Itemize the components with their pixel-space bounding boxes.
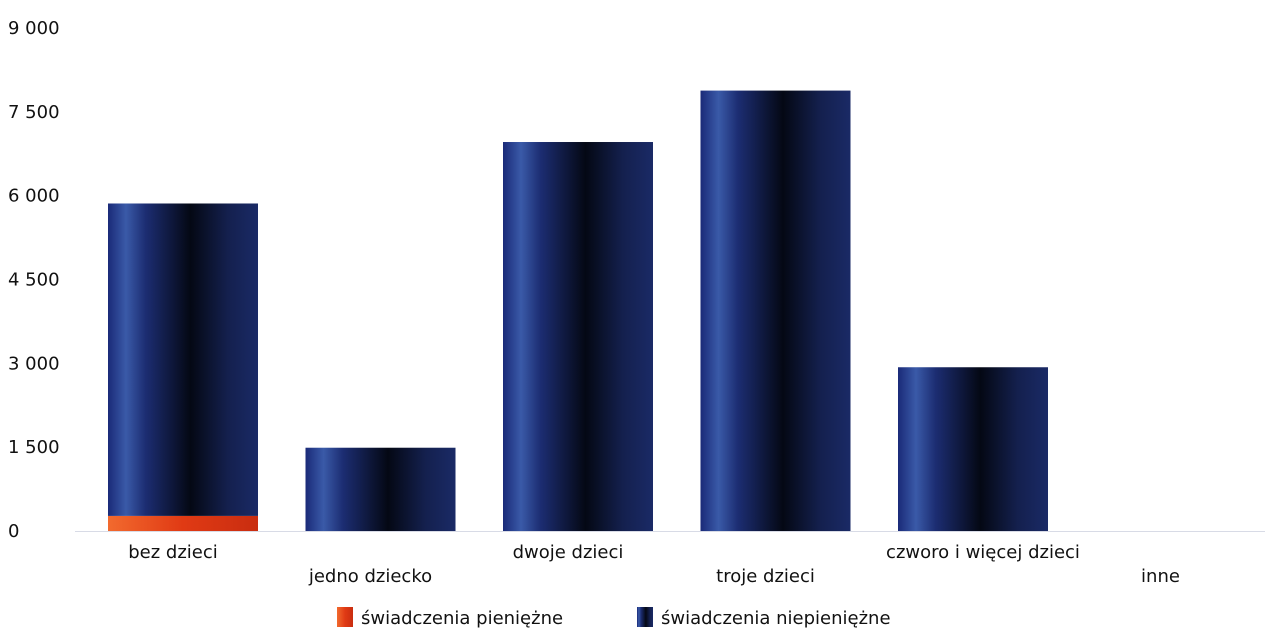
bar-niepieniezne-0 xyxy=(108,203,258,516)
bar-niepieniezne-4 xyxy=(898,367,1048,531)
legend-label-pieniezne: świadczenia pieniężne xyxy=(361,608,563,629)
x-category-label: bez dzieci xyxy=(128,542,218,563)
x-category-label: dwoje dzieci xyxy=(513,542,624,563)
legend-label-niepieniezne: świadczenia niepieniężne xyxy=(661,608,891,629)
bar-niepieniezne-2 xyxy=(503,142,653,531)
bar-niepieniezne-3 xyxy=(700,90,851,532)
y-tick-label: 0 xyxy=(8,521,19,542)
x-category-label: inne xyxy=(1141,566,1180,587)
legend-swatch-niepieniezne xyxy=(637,607,653,627)
y-tick-label: 1 500 xyxy=(8,437,60,458)
legend-swatch-pieniezne xyxy=(337,607,353,627)
x-category-label: czworo i więcej dzieci xyxy=(886,542,1080,563)
y-tick-label: 4 500 xyxy=(8,270,60,291)
y-tick-label: 3 000 xyxy=(8,353,60,374)
x-category-label: troje dzieci xyxy=(716,566,815,587)
bar-niepieniezne-1 xyxy=(305,447,456,531)
y-tick-label: 9 000 xyxy=(8,18,60,39)
bar-pieniezne-0 xyxy=(108,515,258,531)
y-tick-label: 6 000 xyxy=(8,186,60,207)
x-category-label: jedno dziecko xyxy=(308,566,432,587)
y-tick-label: 7 500 xyxy=(8,102,60,123)
